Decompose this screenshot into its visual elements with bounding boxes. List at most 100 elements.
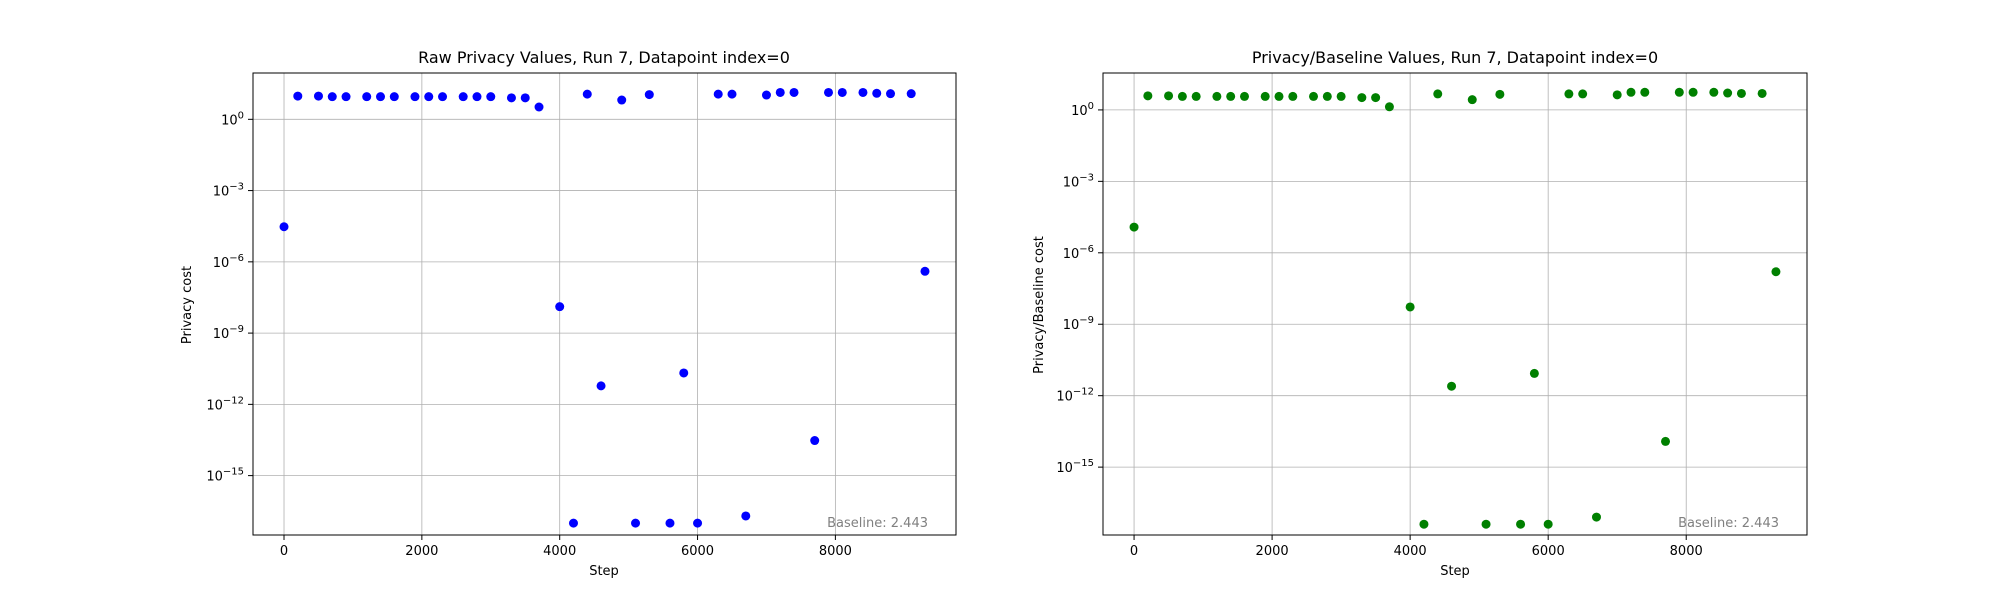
privacy-baseline-data-point (1516, 519, 1526, 529)
raw-privacy-data-point (920, 266, 930, 276)
privacy-baseline-data-point (1322, 91, 1332, 101)
privacy-baseline-data-point (1688, 87, 1698, 97)
raw-privacy-x-tick-label: 2000 (405, 544, 438, 559)
raw-privacy-data-point (727, 89, 737, 99)
raw-privacy-data-point (438, 92, 448, 102)
raw-privacy-data-point (568, 518, 578, 528)
privacy-baseline-x-tick-label: 0 (1130, 544, 1138, 559)
privacy-baseline-data-point (1591, 512, 1601, 522)
raw-privacy-data-point (410, 92, 420, 102)
raw-privacy-data-point (279, 222, 289, 232)
raw-privacy-data-point (789, 87, 799, 97)
raw-privacy-baseline-note: Baseline: 2.443 (827, 516, 928, 531)
privacy-baseline-data-point (1709, 87, 1719, 97)
privacy-baseline-y-tick-label: 10−3 (1063, 172, 1094, 190)
raw-privacy-data-point (886, 89, 896, 99)
raw-privacy-x-tick-label: 0 (280, 544, 288, 559)
privacy-baseline-data-point (1405, 302, 1415, 312)
privacy-baseline-x-tick-label: 2000 (1256, 544, 1289, 559)
raw-privacy-ylabel: Privacy cost (180, 266, 195, 344)
privacy-baseline-data-point (1191, 91, 1201, 101)
privacy-baseline-data-point (1212, 91, 1222, 101)
privacy-baseline-y-tick-label: 10−6 (1063, 244, 1094, 262)
raw-privacy-data-point (631, 518, 641, 528)
raw-privacy-y-tick-label: 100 (221, 110, 244, 128)
raw-privacy-data-point (362, 92, 372, 102)
privacy-baseline-data-point (1736, 88, 1746, 98)
privacy-baseline-x-tick-label: 6000 (1532, 544, 1565, 559)
raw-privacy-data-point (906, 89, 916, 99)
raw-privacy-y-tick-label: 10−9 (213, 324, 244, 342)
raw-privacy-data-point (486, 92, 496, 102)
privacy-baseline-data-point (1674, 87, 1684, 97)
privacy-baseline-data-point (1467, 95, 1477, 105)
raw-privacy-data-point (534, 102, 544, 112)
raw-privacy-data-point (693, 518, 703, 528)
privacy-baseline-data-point (1661, 436, 1671, 446)
raw-privacy-data-point (293, 91, 303, 101)
raw-privacy-data-point (775, 87, 785, 97)
privacy-baseline-data-point (1274, 91, 1284, 101)
raw-privacy-y-tick-label: 10−12 (206, 395, 244, 413)
raw-privacy-data-point (506, 93, 516, 103)
raw-privacy-data-point (679, 368, 689, 378)
privacy-baseline-ylabel: Privacy/Baseline cost (1032, 236, 1047, 374)
privacy-baseline-data-point (1626, 87, 1636, 97)
raw-privacy-data-point (520, 93, 530, 103)
privacy-baseline-data-point (1129, 222, 1139, 232)
raw-privacy-data-point (313, 91, 323, 101)
raw-privacy-data-point (389, 92, 399, 102)
raw-privacy-xlabel: Step (589, 564, 619, 579)
privacy-baseline-y-tick-label: 10−15 (1056, 458, 1094, 476)
raw-privacy-x-tick-label: 4000 (543, 544, 576, 559)
raw-privacy-data-point (713, 89, 723, 99)
privacy-baseline-data-point (1419, 519, 1429, 529)
privacy-baseline-data-point (1239, 91, 1249, 101)
raw-privacy-data-point (458, 92, 468, 102)
privacy-baseline-data-point (1771, 267, 1781, 277)
raw-privacy-data-point (376, 92, 386, 102)
privacy-baseline-data-point (1226, 91, 1236, 101)
raw-privacy-data-point (424, 92, 434, 102)
raw-privacy-data-point (872, 88, 882, 98)
privacy-baseline-panel: Privacy/Baseline Values, Run 7, Datapoin… (1032, 48, 1808, 579)
raw-privacy-data-point (837, 87, 847, 97)
privacy-baseline-data-point (1260, 91, 1270, 101)
privacy-baseline-title: Privacy/Baseline Values, Run 7, Datapoin… (1252, 48, 1658, 67)
privacy-baseline-x-tick-label: 4000 (1394, 544, 1427, 559)
privacy-baseline-data-point (1357, 93, 1367, 103)
privacy-baseline-data-point (1640, 87, 1650, 97)
raw-privacy-y-tick-label: 10−15 (206, 467, 244, 485)
raw-privacy-data-point (327, 92, 337, 102)
raw-privacy-data-point (582, 89, 592, 99)
raw-privacy-data-point (617, 95, 627, 105)
privacy-baseline-data-point (1612, 90, 1622, 100)
raw-privacy-data-point (761, 90, 771, 100)
privacy-baseline-data-point (1384, 102, 1394, 112)
raw-privacy-data-point (596, 381, 606, 391)
raw-privacy-data-point (741, 511, 751, 521)
raw-privacy-data-point (472, 92, 482, 102)
privacy-baseline-y-tick-label: 10−9 (1063, 315, 1094, 333)
privacy-baseline-data-point (1543, 519, 1553, 529)
raw-privacy-y-tick-label: 10−3 (213, 182, 244, 200)
raw-privacy-x-tick-label: 8000 (819, 544, 852, 559)
raw-privacy-data-point (810, 436, 820, 446)
privacy-baseline-y-tick-label: 100 (1071, 101, 1094, 119)
privacy-baseline-data-point (1371, 93, 1381, 103)
privacy-baseline-data-point (1564, 89, 1574, 99)
privacy-baseline-data-point (1481, 519, 1491, 529)
privacy-baseline-data-point (1495, 89, 1505, 99)
privacy-baseline-x-tick-label: 8000 (1670, 544, 1703, 559)
raw-privacy-data-point (823, 87, 833, 97)
raw-privacy-data-point (644, 90, 654, 100)
raw-privacy-y-tick-label: 10−6 (213, 253, 244, 271)
privacy-baseline-data-point (1143, 91, 1153, 101)
privacy-baseline-xlabel: Step (1440, 564, 1470, 579)
raw-privacy-data-point (341, 92, 351, 102)
privacy-baseline-plot-frame (1102, 72, 1808, 536)
privacy-baseline-y-tick-label: 10−12 (1056, 387, 1094, 405)
raw-privacy-data-point (665, 518, 675, 528)
privacy-baseline-data-point (1336, 91, 1346, 101)
